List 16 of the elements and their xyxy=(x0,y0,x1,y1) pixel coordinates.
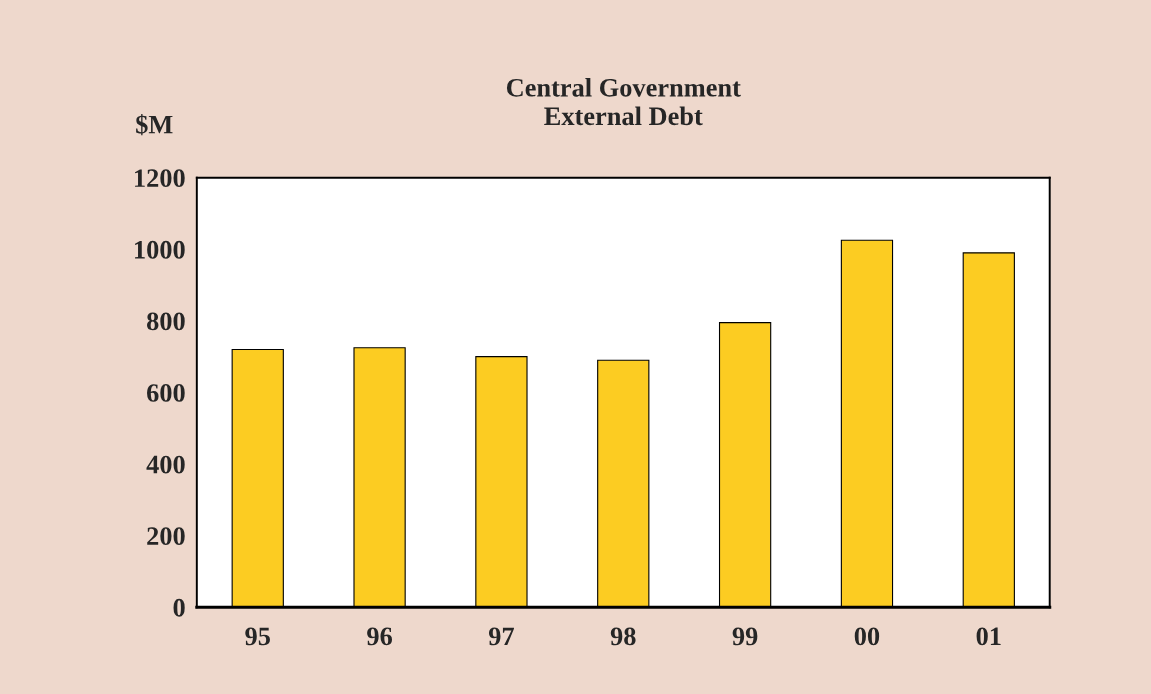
x-tick-label: 98 xyxy=(610,627,636,646)
x-tick-label: 97 xyxy=(488,627,514,646)
x-tick-label: 96 xyxy=(367,627,393,646)
x-tick-label: 01 xyxy=(976,627,1001,646)
x-tick-label: 99 xyxy=(732,627,758,646)
y-tick-label: 800 xyxy=(147,312,185,331)
y-tick-label: 0 xyxy=(173,598,185,617)
y-tick-label: 1200 xyxy=(135,169,185,188)
y-tick-label: 1000 xyxy=(135,240,185,259)
x-tick-label: 00 xyxy=(854,627,880,646)
y-tick-label: 400 xyxy=(146,455,185,474)
y-tick-label: 200 xyxy=(147,527,185,546)
y-axis-title: $M xyxy=(136,114,173,136)
x-tick-label: 95 xyxy=(245,627,270,646)
chart-title: Central Government External Debt xyxy=(506,78,741,126)
y-tick-label: 600 xyxy=(147,384,185,402)
